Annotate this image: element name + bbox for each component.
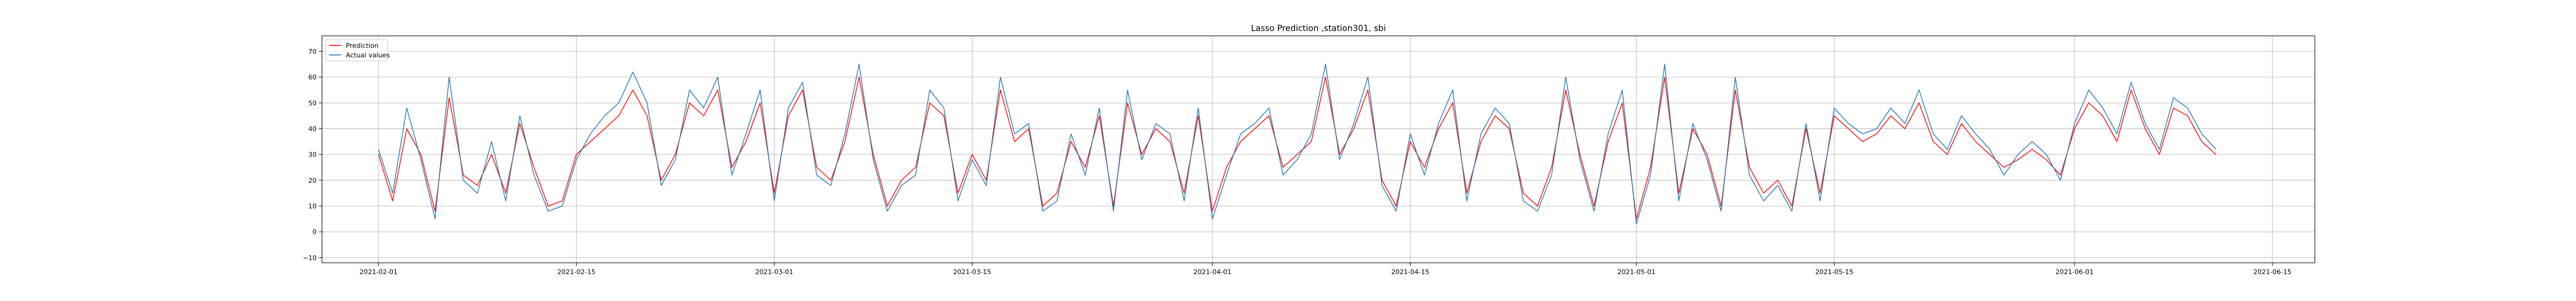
series-line-prediction (378, 76, 2216, 220)
y-tick-label: 50 (308, 99, 317, 107)
legend: Prediction Actual values (325, 39, 390, 62)
x-tick-label: 2021-02-15 (558, 268, 596, 276)
y-tick-label: 10 (308, 202, 317, 210)
plot-area-frame (321, 35, 2315, 263)
chart-title: Lasso Prediction ,station301, sbi (1251, 24, 1386, 33)
x-tick-label: 2021-03-15 (953, 268, 991, 276)
x-tick-label: 2021-05-01 (1617, 268, 1655, 276)
legend-label-prediction: Prediction (346, 42, 379, 50)
series-lines (378, 63, 2216, 225)
x-tick-label: 2021-06-15 (2253, 268, 2292, 276)
y-tick-label: 20 (308, 177, 317, 185)
x-tick-label: 2021-05-15 (1815, 268, 1853, 276)
y-tick-label: 70 (308, 48, 317, 56)
x-tick-label: 2021-04-01 (1193, 268, 1231, 276)
x-axis-ticks: 2021-02-01 2021-02-15 2021-03-01 2021-03-15… (360, 263, 2292, 276)
legend-box (325, 39, 388, 62)
y-tick-label: 40 (308, 125, 317, 133)
y-tick-label: 60 (308, 73, 317, 81)
x-tick-label: 2021-03-01 (755, 268, 793, 276)
y-tick-label: −10 (303, 254, 317, 262)
y-tick-label: 0 (312, 228, 317, 236)
x-tick-label: 2021-06-01 (2055, 268, 2094, 276)
series-line-actual-values (378, 63, 2216, 225)
legend-label-actual-values: Actual values (346, 51, 390, 59)
x-tick-label: 2021-02-01 (360, 268, 398, 276)
x-tick-label: 2021-04-15 (1391, 268, 1429, 276)
y-tick-label: 30 (308, 151, 317, 159)
y-axis-ticks: −10 0 10 20 30 40 50 60 70 (303, 48, 322, 262)
